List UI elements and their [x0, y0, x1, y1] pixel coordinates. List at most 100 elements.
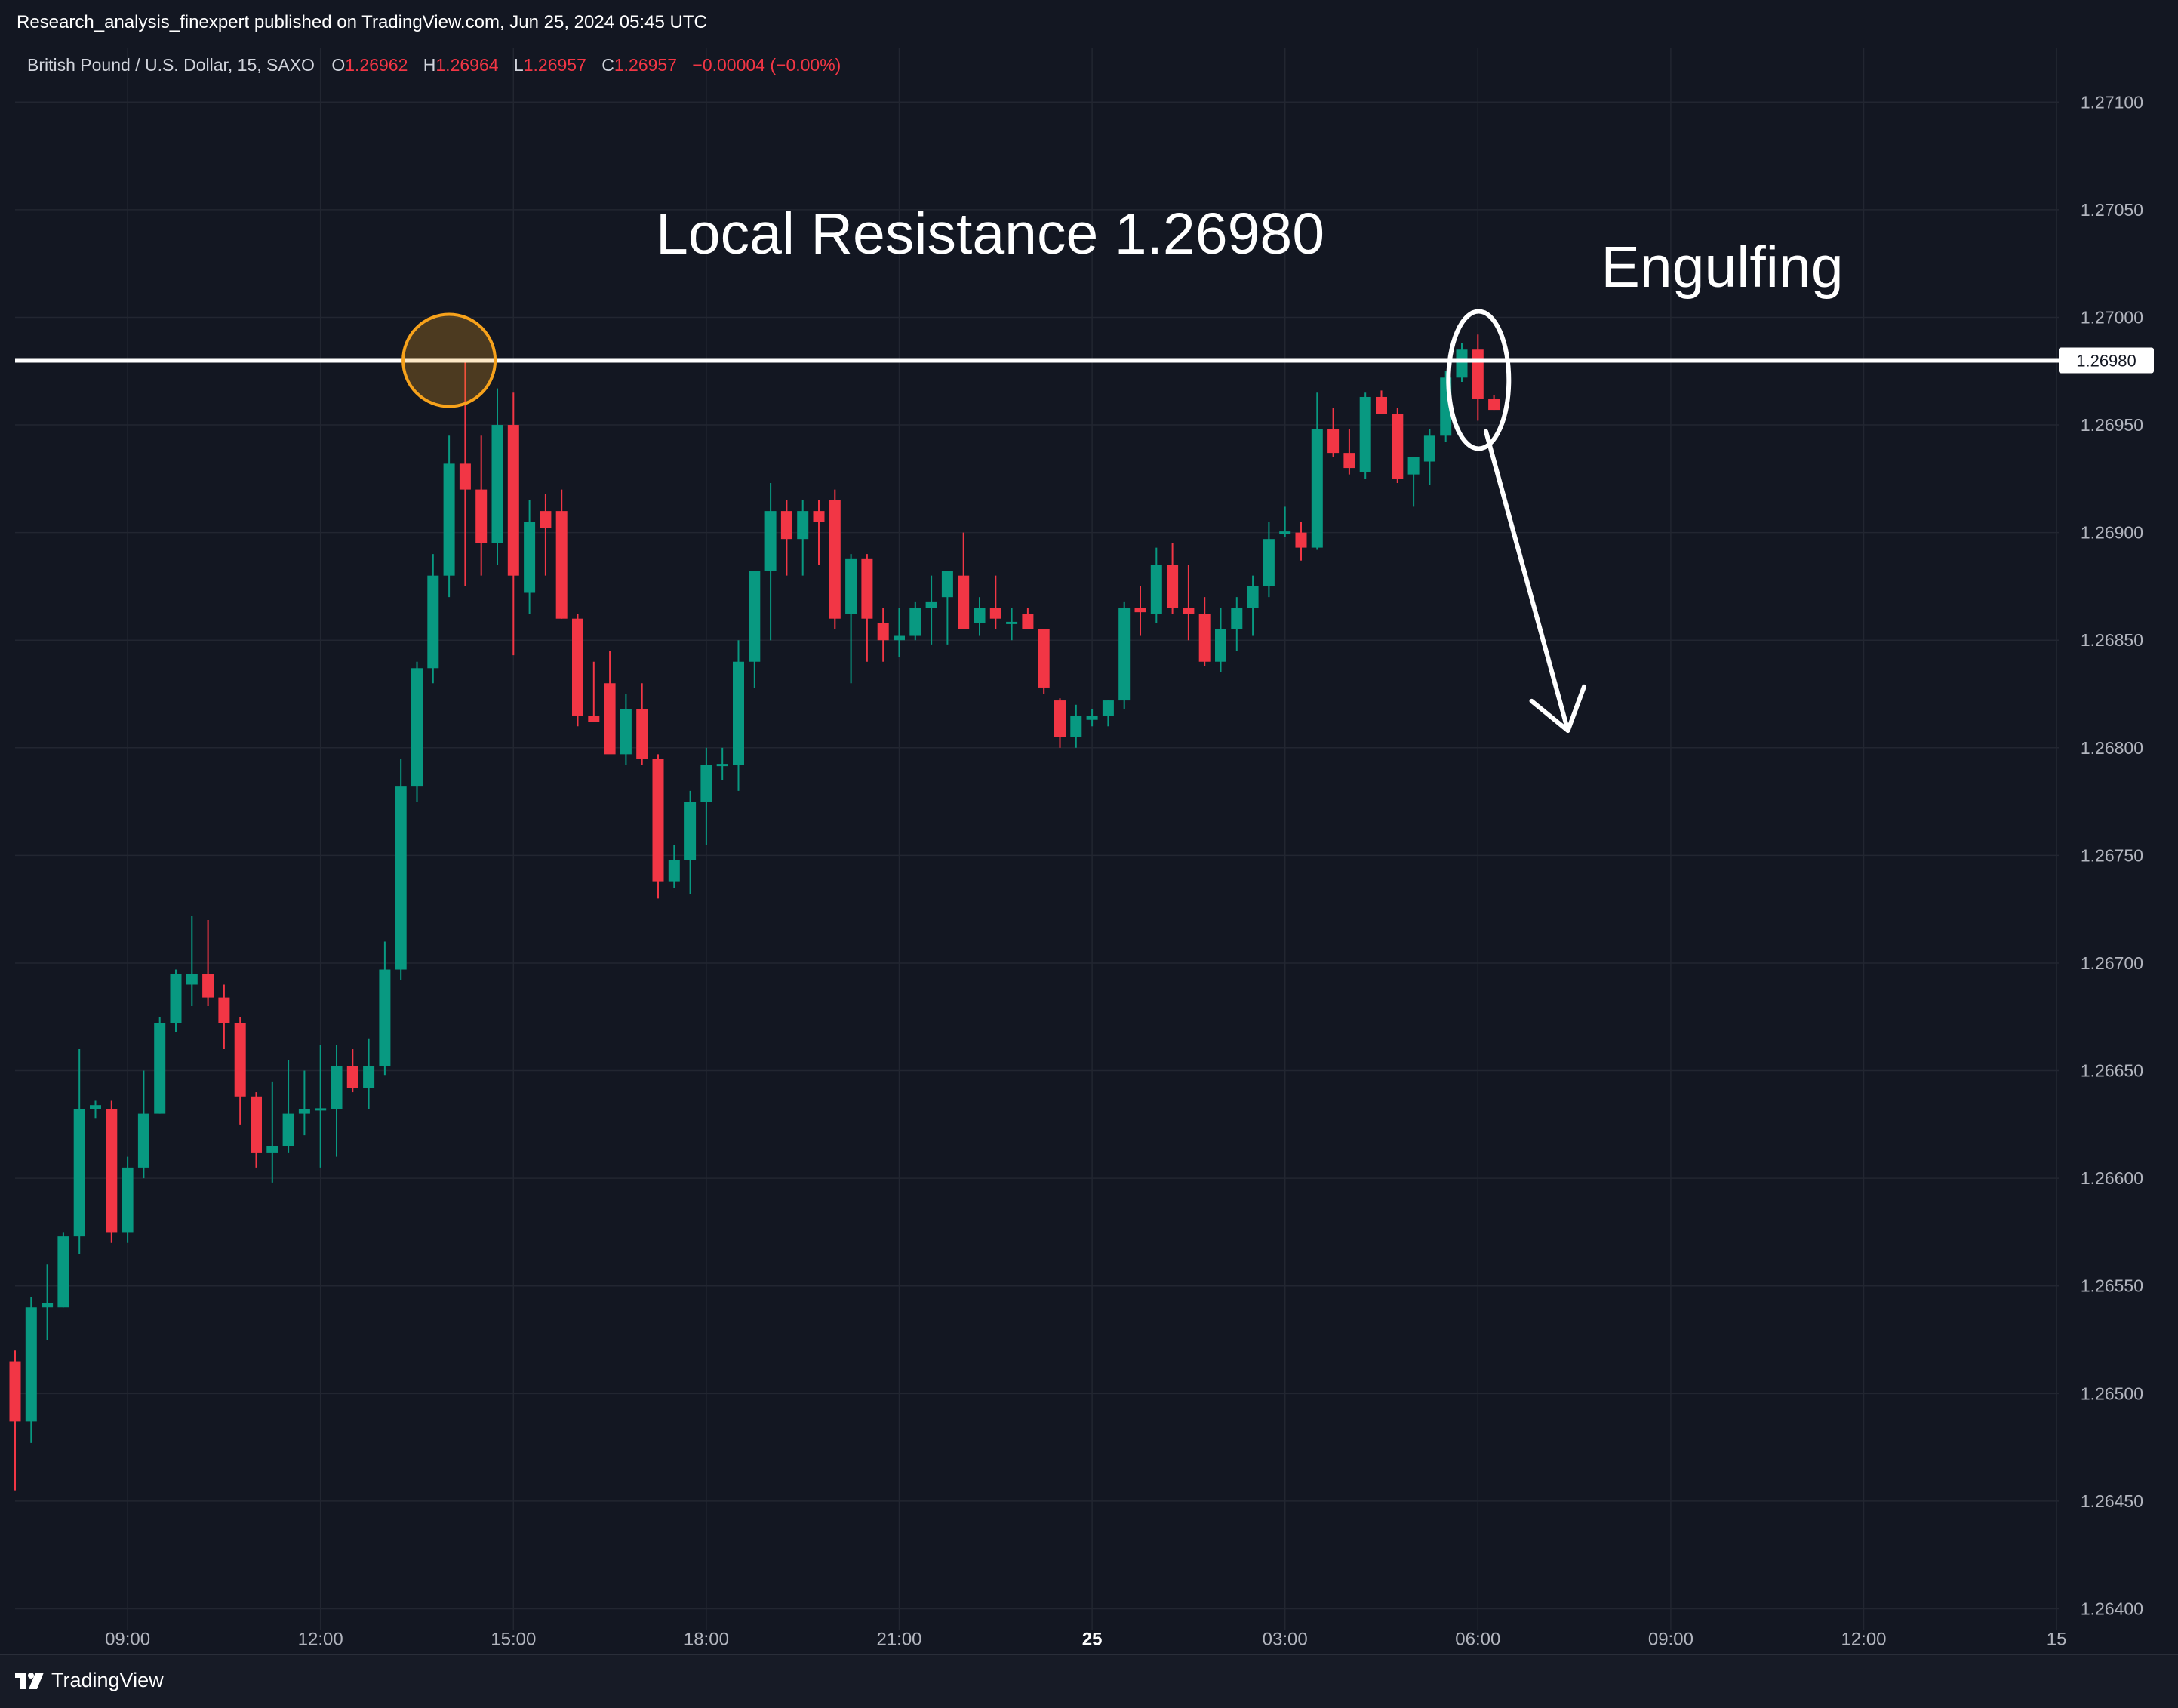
candle — [315, 1045, 327, 1168]
candle — [555, 489, 568, 619]
tradingview-brand[interactable]: TradingView — [15, 1669, 164, 1692]
candle-body — [1022, 614, 1034, 629]
candle — [1215, 608, 1226, 672]
candle-body — [1407, 457, 1420, 475]
candle — [170, 969, 182, 1032]
candle — [106, 1100, 118, 1243]
candle — [652, 754, 664, 899]
x-tick-label: 12:00 — [298, 1629, 343, 1649]
candle-body — [1247, 586, 1259, 608]
candle — [1006, 608, 1018, 641]
candle — [137, 1070, 149, 1179]
publisher-bar: Research_analysis_finexpert published on… — [0, 0, 2178, 48]
y-tick-label: 1.26450 — [2081, 1491, 2143, 1511]
candle — [797, 500, 809, 576]
candle — [989, 575, 1001, 629]
candle — [73, 1049, 85, 1254]
bearish-arrow[interactable] — [1483, 429, 1586, 733]
candle-body — [1472, 349, 1484, 399]
chart-background — [0, 48, 2178, 1654]
candle — [186, 916, 198, 1007]
candle — [202, 919, 214, 1007]
candle-body — [411, 668, 423, 787]
candle-body — [507, 425, 519, 576]
candle — [1263, 522, 1275, 598]
candle-body — [540, 511, 552, 528]
candle-body — [395, 786, 407, 970]
candle-body — [652, 759, 664, 882]
time-axis[interactable]: 09:00 12:00 15:00 18:00 21:00 25 03:00 06:00 09:… — [105, 1629, 2066, 1649]
resistance-touch-circle[interactable] — [401, 312, 497, 408]
candle — [266, 1081, 278, 1183]
candle-body — [797, 511, 809, 540]
candle — [861, 554, 873, 662]
candle-body — [315, 1108, 327, 1111]
candle — [234, 1017, 246, 1125]
price-chart[interactable]: 1.26980 Local Resistance 1.26980 Engulfi… — [0, 0, 2178, 1654]
candle-body — [363, 1066, 375, 1088]
symbol-legend[interactable]: British Pound / U.S. Dollar, 15, SAXO O1… — [27, 55, 841, 75]
y-tick-label: 1.27050 — [2081, 200, 2143, 220]
brand-name: TradingView — [51, 1669, 164, 1691]
candle-body — [1102, 700, 1114, 716]
candle-body — [1456, 349, 1468, 378]
footer-bar: TradingView — [0, 1654, 2178, 1708]
candle-body — [1311, 429, 1323, 548]
candle-body — [186, 974, 198, 985]
y-tick-label: 1.26950 — [2081, 415, 2143, 435]
candle-body — [1150, 565, 1162, 614]
x-tick-label: 06:00 — [1455, 1629, 1500, 1649]
candle — [909, 601, 921, 641]
candle — [218, 984, 230, 1050]
candle-body — [1376, 396, 1387, 414]
candle — [1231, 597, 1243, 651]
candle-body — [90, 1105, 101, 1109]
candle — [1423, 429, 1435, 485]
candle — [411, 661, 423, 802]
candle-body — [154, 1023, 166, 1114]
candlesticks — [9, 334, 1500, 1491]
x-tick-label: 25 — [1082, 1629, 1103, 1649]
candle-body — [684, 802, 697, 860]
candle-body — [1038, 629, 1050, 688]
candle — [9, 1350, 21, 1491]
y-tick-label: 1.26850 — [2081, 630, 2143, 650]
candle-body — [989, 608, 1001, 619]
y-tick-label: 1.26600 — [2081, 1168, 2143, 1188]
engulfing-ellipse[interactable] — [1446, 309, 1512, 451]
candle-body — [555, 511, 568, 619]
candle — [780, 500, 792, 576]
candle — [1134, 586, 1146, 636]
candle — [1407, 457, 1420, 507]
candle-body — [1086, 716, 1098, 720]
candle-body — [894, 635, 905, 641]
x-tick-label: 12:00 — [1841, 1629, 1886, 1649]
x-tick-label: 09:00 — [1648, 1629, 1693, 1649]
candle — [941, 571, 953, 645]
candle-body — [524, 522, 536, 593]
price-axis[interactable]: 1.26400 1.26450 1.26500 1.26550 1.26600 1.266… — [2081, 92, 2143, 1618]
candle-body — [25, 1307, 37, 1422]
x-tick-label: 15 — [2047, 1629, 2067, 1649]
x-tick-label: 09:00 — [105, 1629, 150, 1649]
candle-body — [137, 1113, 149, 1168]
candle — [1359, 392, 1371, 479]
candle-body — [1215, 629, 1226, 662]
candle — [894, 608, 905, 658]
candle-body — [764, 511, 777, 571]
candle-body — [733, 661, 744, 765]
published-line: Research_analysis_finexpert published on… — [17, 12, 707, 32]
candle-body — [813, 511, 825, 522]
candle-body — [1183, 608, 1195, 614]
candle-body — [1231, 608, 1243, 629]
candle — [1070, 704, 1082, 748]
candle — [298, 1070, 310, 1136]
candle — [331, 1045, 343, 1157]
candle-body — [1167, 565, 1179, 608]
symbol-name: British Pound / U.S. Dollar, 15, SAXO — [27, 55, 315, 75]
candle — [1022, 608, 1034, 629]
candle — [636, 683, 648, 765]
candle-body — [636, 709, 648, 759]
candle-body — [1488, 399, 1500, 411]
tradingview-logo-icon — [15, 1672, 44, 1689]
